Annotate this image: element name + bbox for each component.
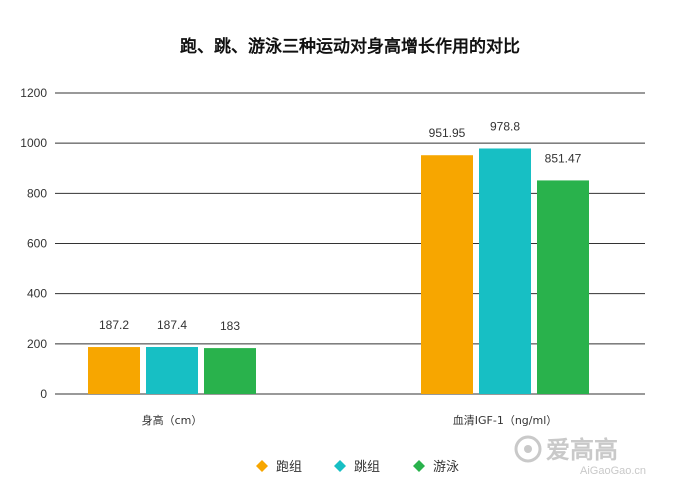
- y-tick-label: 1200: [20, 86, 47, 100]
- legend: 跑组 跳组 游泳: [256, 460, 459, 475]
- bar: [204, 348, 256, 394]
- data-label: 187.4: [157, 318, 187, 332]
- x-axis-categories: 身高（cm） 血清IGF-1（ng/ml）: [142, 413, 558, 427]
- data-label: 851.47: [545, 151, 582, 165]
- watermark-subtext: AiGaoGao.cn: [580, 465, 646, 477]
- chart-title: 跑、跳、游泳三种运动对身高增长作用的对比: [180, 36, 520, 57]
- watermark-text: 爱高高: [546, 436, 618, 464]
- legend-marker: [256, 460, 268, 472]
- legend-marker: [413, 460, 425, 472]
- y-tick-label: 0: [40, 387, 47, 401]
- data-label: 187.2: [99, 318, 129, 332]
- legend-label: 跳组: [354, 460, 380, 475]
- y-axis-ticks: 0 200 400 600 800 1000 1200: [20, 86, 47, 401]
- y-tick-label: 600: [27, 237, 47, 251]
- bar: [146, 346, 198, 394]
- data-label: 183: [220, 319, 240, 333]
- y-tick-label: 200: [27, 337, 47, 351]
- bar: [479, 148, 531, 394]
- y-tick-label: 400: [27, 287, 47, 301]
- data-label: 978.8: [490, 119, 520, 133]
- category-label: 身高（cm）: [142, 413, 203, 427]
- category-label: 血清IGF-1（ng/ml）: [453, 413, 558, 427]
- y-tick-label: 800: [27, 186, 47, 200]
- bar: [88, 347, 140, 394]
- legend-marker: [334, 460, 346, 472]
- bar: [421, 155, 473, 394]
- legend-label: 跑组: [276, 460, 302, 475]
- bar: [537, 180, 589, 394]
- data-labels: 187.2 187.4 183 951.95 978.8 851.47: [99, 119, 582, 333]
- data-label: 951.95: [429, 126, 466, 140]
- watermark: 爱高高 AiGaoGao.cn: [514, 435, 646, 477]
- gridlines: [55, 92, 645, 395]
- bars: [88, 148, 589, 394]
- watermark-logo-icon: [514, 435, 542, 463]
- y-tick-label: 1000: [20, 136, 47, 150]
- legend-label: 游泳: [433, 460, 459, 475]
